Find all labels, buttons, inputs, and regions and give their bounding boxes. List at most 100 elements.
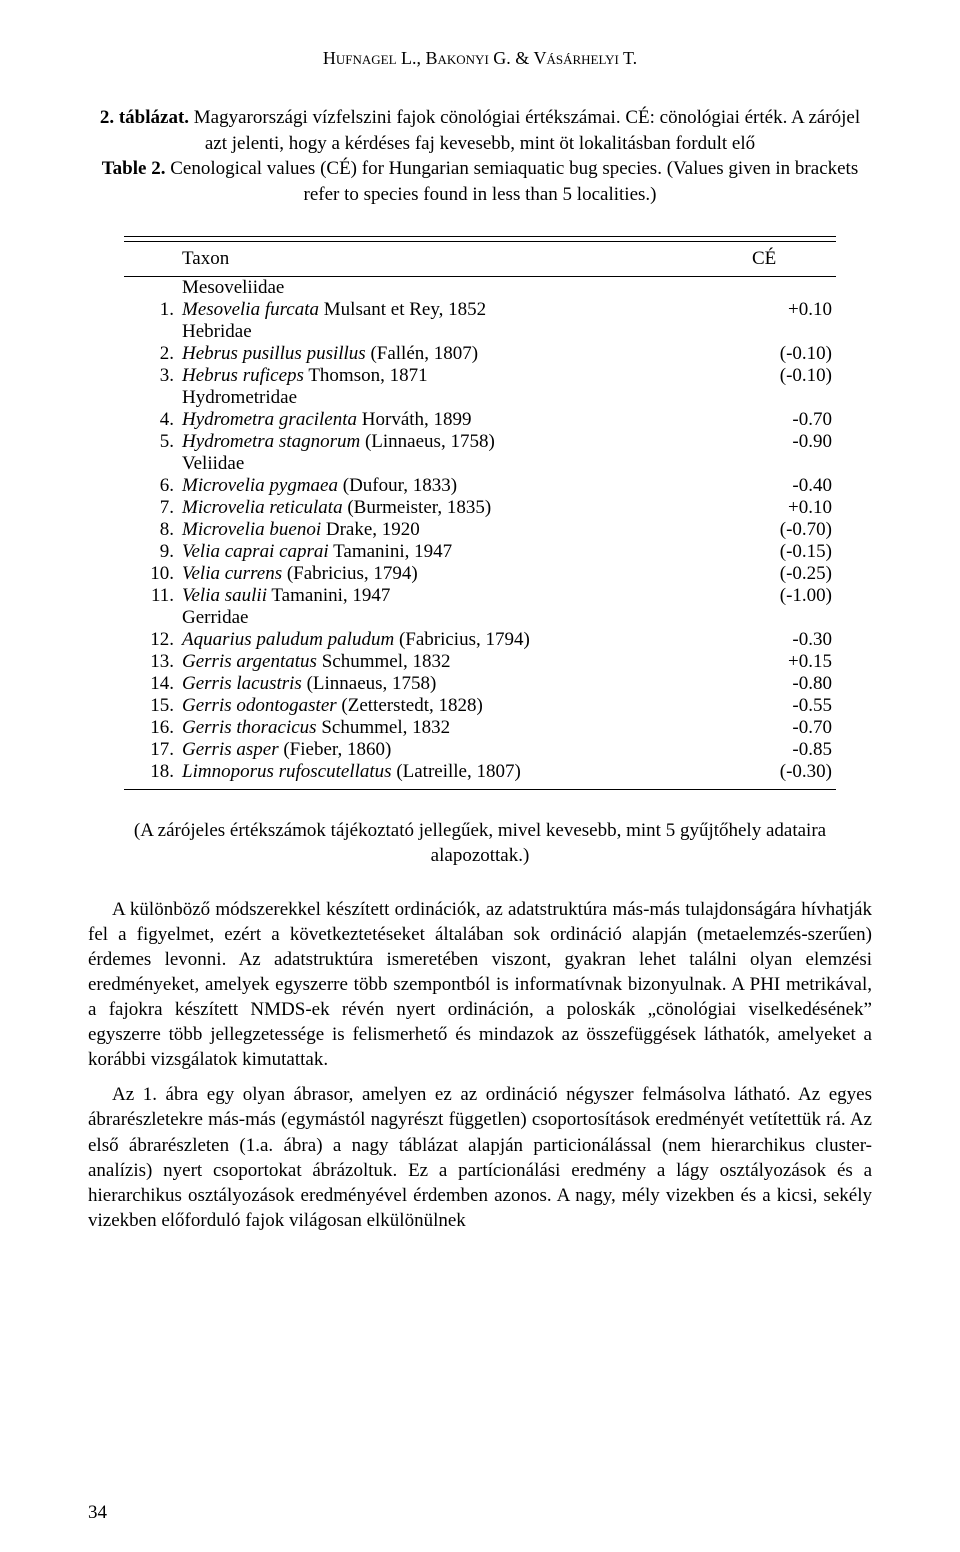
taxon-cell: Velia caprai caprai Tamanini, 1947 <box>178 541 748 563</box>
row-number: 17. <box>124 739 178 761</box>
table-row: 10.Velia currens (Fabricius, 1794)(-0.25… <box>124 563 836 585</box>
row-number: 16. <box>124 717 178 739</box>
authority: (Fallén, 1807) <box>366 343 478 364</box>
authority: Schummel, 1832 <box>317 651 451 672</box>
ce-value: -0.40 <box>748 475 836 497</box>
family-label: Veliidae <box>178 453 748 475</box>
ce-value: -0.70 <box>748 409 836 431</box>
taxon-cell: Microvelia reticulata (Burmeister, 1835) <box>178 497 748 519</box>
family-label: Mesoveliidae <box>178 276 748 299</box>
table-row: Veliidae <box>124 453 836 475</box>
ce-value: -0.55 <box>748 695 836 717</box>
table-row: 3.Hebrus ruficeps Thomson, 1871(-0.10) <box>124 365 836 387</box>
family-label: Hebridae <box>178 321 748 343</box>
species-name: Gerris asper <box>182 739 279 760</box>
taxon-cell: Aquarius paludum paludum (Fabricius, 179… <box>178 629 748 651</box>
table-row: 12.Aquarius paludum paludum (Fabricius, … <box>124 629 836 651</box>
cell-empty <box>124 276 178 299</box>
table-row: 6.Microvelia pygmaea (Dufour, 1833)-0.40 <box>124 475 836 497</box>
taxon-cell: Hebrus pusillus pusillus (Fallén, 1807) <box>178 343 748 365</box>
ce-value: (-0.15) <box>748 541 836 563</box>
taxon-cell: Gerris odontogaster (Zetterstedt, 1828) <box>178 695 748 717</box>
authority: Tamanini, 1947 <box>267 585 390 606</box>
species-name: Velia currens <box>182 563 282 584</box>
authority: (Burmeister, 1835) <box>343 497 492 518</box>
authority: (Zetterstedt, 1828) <box>337 695 483 716</box>
table-row: 14.Gerris lacustris (Linnaeus, 1758)-0.8… <box>124 673 836 695</box>
table-row: Hebridae <box>124 321 836 343</box>
table-row: 7.Microvelia reticulata (Burmeister, 183… <box>124 497 836 519</box>
authority: (Linnaeus, 1758) <box>360 431 495 452</box>
row-number: 5. <box>124 431 178 453</box>
ce-value: +0.10 <box>748 299 836 321</box>
body-paragraph: A különböző módszerekkel készített ordin… <box>88 897 872 1073</box>
ce-value: +0.10 <box>748 497 836 519</box>
ce-value: (-1.00) <box>748 585 836 607</box>
species-name: Microvelia buenoi <box>182 519 321 540</box>
authority: (Fabricius, 1794) <box>282 563 418 584</box>
authority: Horváth, 1899 <box>357 409 472 430</box>
table-row: 1.Mesovelia furcata Mulsant et Rey, 1852… <box>124 299 836 321</box>
authority: Mulsant et Rey, 1852 <box>319 299 486 320</box>
caption-en-title: Table 2. <box>102 158 166 179</box>
table-wrap: Taxon CÉ Mesoveliidae1.Mesovelia furcata… <box>124 236 836 790</box>
species-name: Gerris argentatus <box>182 651 317 672</box>
taxon-cell: Gerris lacustris (Linnaeus, 1758) <box>178 673 748 695</box>
table-row: 4.Hydrometra gracilenta Horváth, 1899-0.… <box>124 409 836 431</box>
species-name: Hebrus pusillus pusillus <box>182 343 366 364</box>
authority: Drake, 1920 <box>321 519 420 540</box>
row-number: 1. <box>124 299 178 321</box>
taxon-cell: Microvelia pygmaea (Dufour, 1833) <box>178 475 748 497</box>
authority: (Latreille, 1807) <box>392 761 521 782</box>
species-name: Hydrometra gracilenta <box>182 409 357 430</box>
authority: Thomson, 1871 <box>304 365 428 386</box>
taxon-cell: Limnoporus rufoscutellatus (Latreille, 1… <box>178 761 748 790</box>
authority: (Fieber, 1860) <box>279 739 392 760</box>
row-number: 13. <box>124 651 178 673</box>
row-number: 2. <box>124 343 178 365</box>
ce-value: -0.70 <box>748 717 836 739</box>
taxon-cell: Gerris thoracicus Schummel, 1832 <box>178 717 748 739</box>
species-name: Aquarius paludum paludum <box>182 629 394 650</box>
taxon-cell: Velia currens (Fabricius, 1794) <box>178 563 748 585</box>
taxon-cell: Mesovelia furcata Mulsant et Rey, 1852 <box>178 299 748 321</box>
ce-value: -0.30 <box>748 629 836 651</box>
col-header-ce: CÉ <box>748 241 836 276</box>
taxon-cell: Hydrometra stagnorum (Linnaeus, 1758) <box>178 431 748 453</box>
species-name: Microvelia reticulata <box>182 497 343 518</box>
table-caption: 2. táblázat. Magyarországi vízfelszini f… <box>88 105 872 208</box>
table-row: 15.Gerris odontogaster (Zetterstedt, 182… <box>124 695 836 717</box>
col-header-taxon: Taxon <box>178 241 748 276</box>
cell-empty <box>124 607 178 629</box>
row-number: 15. <box>124 695 178 717</box>
cell-empty <box>124 387 178 409</box>
cell-empty <box>748 321 836 343</box>
cenological-table: Taxon CÉ Mesoveliidae1.Mesovelia furcata… <box>124 236 836 790</box>
page-number: 34 <box>88 1502 107 1524</box>
caption-hu-text: Magyarországi vízfelszini fajok cönológi… <box>189 107 860 154</box>
ce-value: (-0.25) <box>748 563 836 585</box>
ce-value: -0.80 <box>748 673 836 695</box>
row-number: 10. <box>124 563 178 585</box>
table-row: 18.Limnoporus rufoscutellatus (Latreille… <box>124 761 836 790</box>
species-name: Mesovelia furcata <box>182 299 319 320</box>
table-row: 17.Gerris asper (Fieber, 1860)-0.85 <box>124 739 836 761</box>
authority: Schummel, 1832 <box>317 717 451 738</box>
authority: Tamanini, 1947 <box>329 541 452 562</box>
table-row: Hydrometridae <box>124 387 836 409</box>
table-row: Mesoveliidae <box>124 276 836 299</box>
row-number: 12. <box>124 629 178 651</box>
cell-empty <box>748 276 836 299</box>
ce-value: (-0.30) <box>748 761 836 790</box>
authority: (Dufour, 1833) <box>338 475 457 496</box>
table-row: 2.Hebrus pusillus pusillus (Fallén, 1807… <box>124 343 836 365</box>
row-number: 11. <box>124 585 178 607</box>
cell-empty <box>124 453 178 475</box>
table-row: Gerridae <box>124 607 836 629</box>
row-number: 9. <box>124 541 178 563</box>
species-name: Gerris thoracicus <box>182 717 317 738</box>
table-row: 13.Gerris argentatus Schummel, 1832+0.15 <box>124 651 836 673</box>
species-name: Velia saulii <box>182 585 267 606</box>
species-name: Hebrus ruficeps <box>182 365 304 386</box>
ce-value: (-0.10) <box>748 365 836 387</box>
